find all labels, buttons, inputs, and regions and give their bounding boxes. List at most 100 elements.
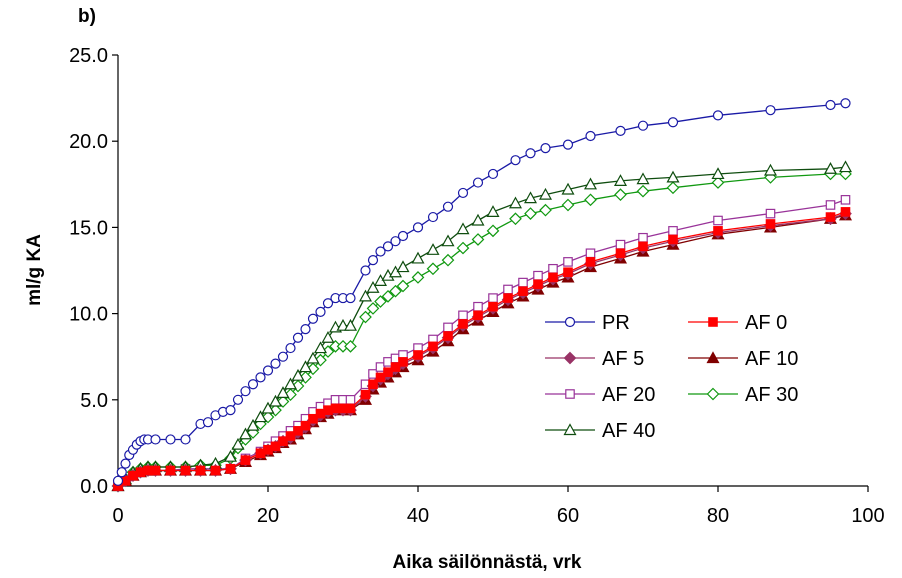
data-point-af-0 — [285, 431, 296, 441]
data-point-af-30 — [426, 262, 440, 276]
data-point-af-0 — [300, 420, 311, 431]
data-point-pr — [255, 372, 266, 383]
data-point-af-0 — [150, 465, 161, 476]
data-point-pr — [277, 351, 289, 362]
legend-marker-af-0 — [708, 317, 718, 327]
data-point-pr — [165, 434, 176, 445]
data-point-af-0 — [195, 465, 206, 476]
data-point-pr — [285, 342, 296, 354]
data-point-af-30 — [344, 340, 357, 353]
data-point-af-40 — [306, 351, 320, 364]
legend-item-af-5: AF 5 — [545, 348, 644, 370]
data-point-af-40 — [411, 251, 425, 264]
legend-item-af-20: AF 20 — [545, 384, 655, 406]
series-pr — [112, 98, 851, 486]
legend-marker-af-10 — [706, 351, 720, 364]
data-point-af-20 — [375, 362, 386, 372]
data-point-af-0 — [345, 403, 356, 414]
data-point-af-20 — [443, 322, 453, 333]
data-point-af-30 — [584, 193, 597, 207]
legend-marker-af-40 — [563, 423, 577, 436]
legend-label-af-30: AF 30 — [745, 384, 798, 406]
y-tick-label: 15.0 — [69, 217, 108, 239]
data-point-af-0 — [518, 286, 528, 296]
legend-marker-af-30 — [706, 387, 720, 401]
data-point-pr — [585, 130, 596, 142]
data-point-pr — [667, 117, 679, 128]
legend-marker-af-5 — [563, 351, 577, 365]
data-point-af-20 — [488, 293, 498, 303]
data-point-pr — [270, 358, 281, 369]
legend: PR AF 0 AF 5 AF 10 AF 20 AF 30 AF 40 — [545, 312, 798, 442]
data-point-pr — [390, 236, 401, 247]
data-point-af-40 — [636, 172, 650, 185]
data-point-af-40 — [523, 191, 538, 204]
series-line-af-20 — [117, 199, 846, 487]
data-point-pr — [397, 230, 409, 242]
data-point-af-40 — [711, 167, 725, 180]
panel-label: b) — [78, 6, 96, 27]
data-point-af-40 — [276, 386, 290, 399]
data-point-af-0 — [368, 379, 378, 390]
data-point-af-0 — [473, 310, 483, 321]
data-point-af-0 — [413, 350, 423, 360]
data-point-af-30 — [411, 271, 425, 284]
data-point-af-0 — [390, 362, 401, 372]
x-tick-label: 100 — [851, 505, 884, 527]
data-point-af-20 — [548, 263, 558, 274]
series-line-af-10 — [117, 214, 846, 487]
y-axis-title: ml/g KA — [24, 234, 45, 306]
data-point-af-40 — [583, 177, 598, 190]
data-point-af-0 — [585, 257, 596, 267]
data-point-af-40 — [231, 437, 245, 450]
data-point-af-0 — [533, 279, 543, 290]
data-point-af-0 — [668, 234, 678, 245]
series-af-40 — [111, 160, 853, 492]
data-point-pr — [712, 110, 724, 121]
data-point-pr — [562, 139, 574, 150]
series-af-0 — [113, 207, 851, 491]
data-point-pr — [375, 246, 386, 257]
data-point-af-30 — [456, 241, 470, 255]
data-point-af-30 — [711, 176, 725, 189]
data-point-af-40 — [613, 174, 628, 186]
data-point-af-0 — [383, 367, 393, 378]
data-point-af-40 — [358, 289, 373, 302]
data-point-af-0 — [398, 357, 408, 367]
data-point-af-0 — [638, 241, 648, 252]
data-point-af-0 — [210, 465, 221, 476]
data-point-pr — [307, 313, 319, 324]
legend-label-af-20: AF 20 — [602, 384, 655, 406]
x-tick-label: 40 — [407, 505, 429, 527]
data-point-af-0 — [548, 272, 558, 283]
data-point-af-30 — [396, 279, 410, 293]
data-point-af-0 — [225, 463, 236, 474]
data-point-af-0 — [840, 207, 851, 217]
axes: 0.0 5.0 10.0 15.0 20.0 25.0 0 20 40 60 80 100 — [69, 45, 885, 527]
legend-item-af-10: AF 10 — [688, 348, 798, 370]
legend-item-af-0: AF 0 — [688, 312, 787, 334]
legend-label-af-10: AF 10 — [745, 348, 798, 370]
data-point-af-30 — [561, 198, 575, 212]
data-point-af-20 — [533, 270, 543, 281]
data-point-pr — [202, 417, 214, 428]
x-tick-label: 80 — [707, 505, 729, 527]
data-point-af-40 — [763, 163, 778, 176]
x-tick-label: 0 — [112, 505, 123, 527]
data-point-af-20 — [503, 284, 513, 295]
data-point-af-30 — [509, 212, 522, 226]
data-point-af-40 — [838, 160, 853, 173]
data-point-af-20 — [668, 226, 678, 236]
y-tick-label: 20.0 — [69, 131, 108, 153]
data-point-af-30 — [441, 253, 455, 267]
data-point-af-30 — [359, 310, 372, 324]
data-point-af-40 — [268, 394, 283, 407]
data-point-af-0 — [615, 248, 626, 259]
data-point-af-0 — [165, 465, 176, 476]
legend-label-af-0: AF 0 — [745, 312, 787, 334]
series-line-af-0 — [117, 211, 846, 487]
data-point-af-0 — [270, 441, 281, 452]
series-line-pr — [117, 102, 846, 482]
data-point-af-40 — [561, 182, 575, 195]
